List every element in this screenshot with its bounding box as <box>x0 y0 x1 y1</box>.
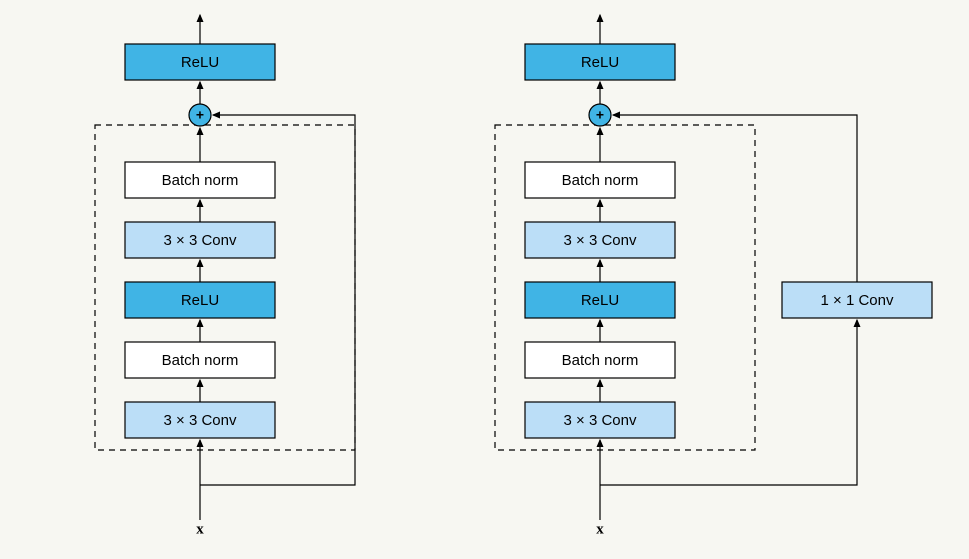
right-r_bn1-label: Batch norm <box>562 352 639 369</box>
right-top-relu-label: ReLU <box>581 54 619 71</box>
right-r_relu1-label: ReLU <box>581 292 619 309</box>
right-add-plus: + <box>596 107 604 123</box>
resnet-block-diagram: x 3 × 3 Conv Batch norm ReLU 3 × 3 Conv Batch… <box>0 0 969 559</box>
right-r_conv2-label: 3 × 3 Conv <box>564 232 637 249</box>
left-add-plus: + <box>196 107 204 123</box>
right-skip-conv1x1-label: 1 × 1 Conv <box>821 292 894 309</box>
right-r_conv1-label: 3 × 3 Conv <box>564 412 637 429</box>
left-l_relu1-label: ReLU <box>181 292 219 309</box>
left-l_conv2-label: 3 × 3 Conv <box>164 232 237 249</box>
right-r_bn2-label: Batch norm <box>562 172 639 189</box>
left-l_conv1-label: 3 × 3 Conv <box>164 412 237 429</box>
left-input-label: x <box>196 521 204 537</box>
left-l_bn1-label: Batch norm <box>162 352 239 369</box>
right-input-label: x <box>596 521 604 537</box>
left-top-relu-label: ReLU <box>181 54 219 71</box>
left-l_bn2-label: Batch norm <box>162 172 239 189</box>
